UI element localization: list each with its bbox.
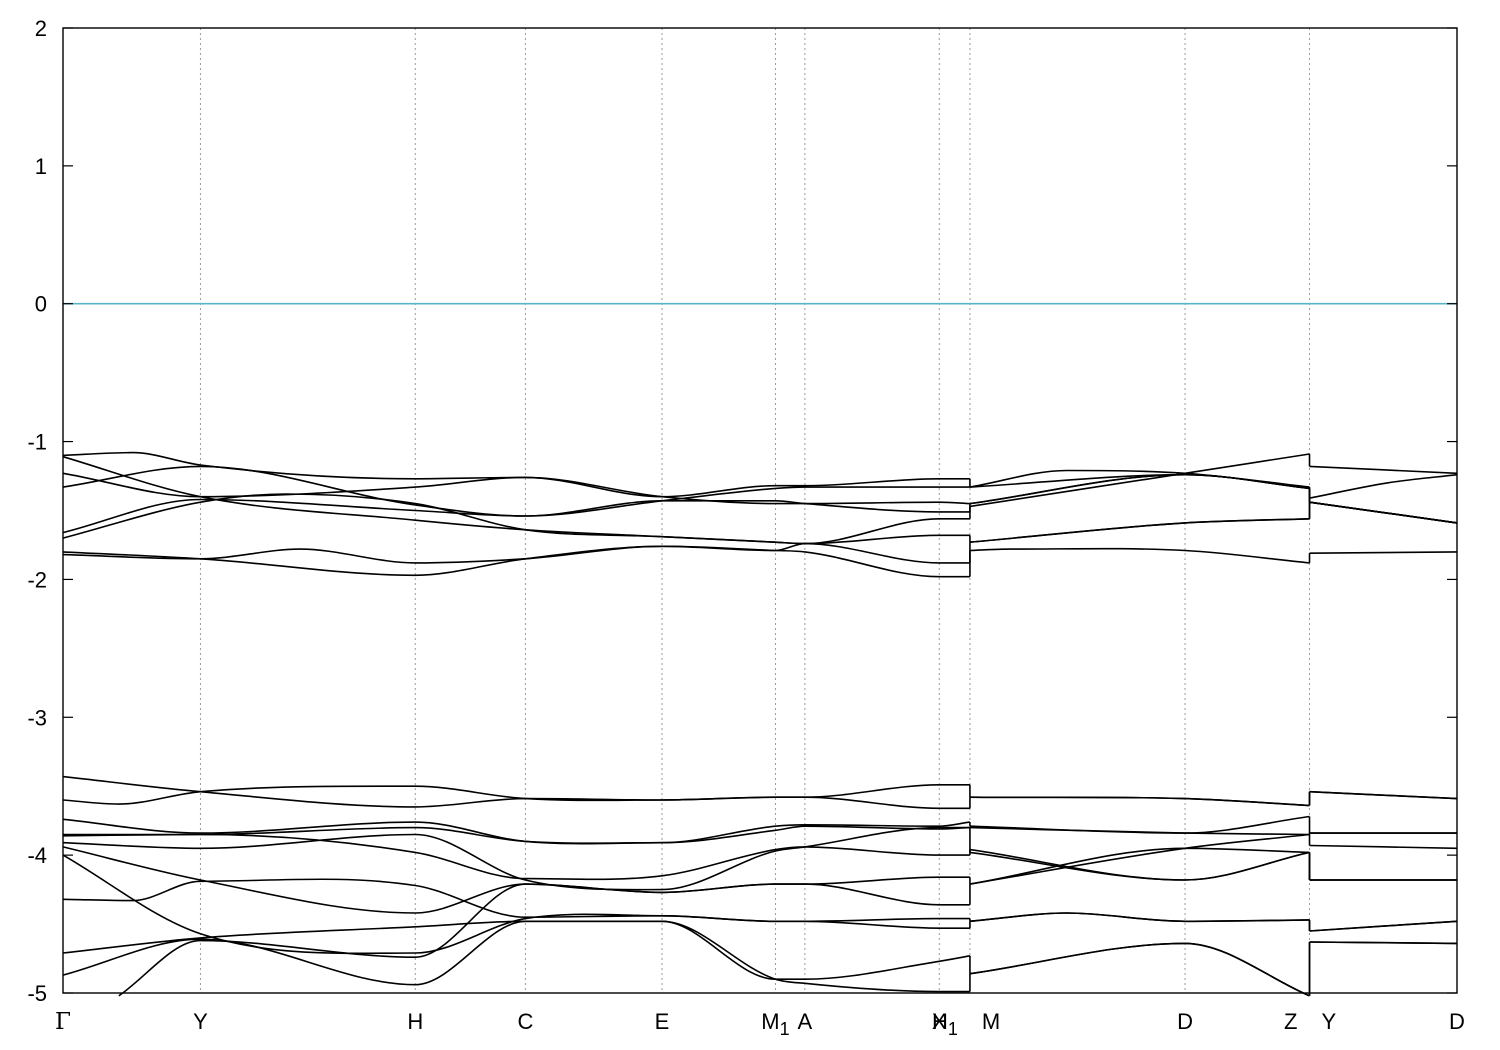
x-tick-label: E xyxy=(655,1009,670,1034)
y-tick-label: 1 xyxy=(35,154,47,179)
plot-frame xyxy=(62,27,1458,994)
x-tick-label: M1 xyxy=(761,1009,789,1039)
band-segment xyxy=(1309,465,1458,475)
band-segment xyxy=(969,469,1310,488)
band-10 xyxy=(62,785,1458,810)
band-2 xyxy=(62,451,1458,499)
band-segment xyxy=(63,825,970,844)
band-18 xyxy=(62,920,1458,997)
band-segment xyxy=(969,815,1310,834)
band-segment xyxy=(969,518,1310,543)
x-tick-label: A xyxy=(798,1009,813,1034)
band-series xyxy=(62,451,1458,997)
band-1 xyxy=(62,453,1458,545)
band-segment xyxy=(62,465,970,517)
y-tick-label: -4 xyxy=(27,843,47,868)
grid-lines xyxy=(199,28,1311,993)
x-tick-label: H1 xyxy=(932,1009,958,1039)
band-segment xyxy=(62,451,970,498)
x-tick-label: Γ xyxy=(55,1009,71,1035)
y-tick-label: -5 xyxy=(27,981,47,1006)
band-segment xyxy=(62,542,970,564)
band-segment xyxy=(1309,501,1458,524)
band-segment xyxy=(1309,920,1458,932)
band-segment xyxy=(62,493,970,545)
band-segment xyxy=(969,912,1310,923)
x-tick-label: X xyxy=(932,1009,947,1034)
band-segment xyxy=(969,473,1310,505)
y-tick-label: 2 xyxy=(35,16,47,41)
band-segment xyxy=(969,942,1310,997)
band-segment xyxy=(62,833,970,881)
band-segment xyxy=(118,876,970,997)
band-segment xyxy=(62,920,971,986)
x-tick-label: D xyxy=(1449,1009,1465,1034)
x-axis: Γ Y H C E M1 A XH1 M D Z Y D xyxy=(55,1009,1465,1039)
band-segment xyxy=(969,547,1310,564)
x-tick-label: D xyxy=(1177,1009,1193,1034)
x-tick-label: H xyxy=(407,1009,423,1034)
band-segment xyxy=(969,826,1310,836)
band-segment xyxy=(969,796,1310,807)
band-segment xyxy=(62,920,970,993)
band-segment xyxy=(62,545,970,578)
band-19 xyxy=(62,920,1458,997)
y-tick-label: 0 xyxy=(35,292,47,317)
x-tick-label: C xyxy=(517,1009,533,1034)
band-segment xyxy=(1309,473,1458,499)
y-tick-label: -1 xyxy=(27,430,47,455)
band-segment xyxy=(1309,844,1458,850)
y-tick-label: -3 xyxy=(27,705,47,730)
band-segment xyxy=(969,518,1310,543)
x-tick-label: Y xyxy=(193,1009,208,1034)
band-segment xyxy=(969,833,1310,885)
x-tick-label: Y xyxy=(1322,1009,1337,1034)
band-segment xyxy=(969,847,1310,885)
band-11 xyxy=(62,815,1457,845)
band-7 xyxy=(62,501,1458,578)
band-segment xyxy=(62,498,970,534)
y-tick-label: -2 xyxy=(27,567,47,592)
band-12 xyxy=(63,825,1458,850)
band-segment xyxy=(62,785,970,810)
band-segment xyxy=(62,455,970,545)
y-axis: -5 -4 -3 -2 -1 0 1 2 xyxy=(27,16,1457,1006)
band-segment xyxy=(62,846,970,914)
band-segment xyxy=(1309,790,1458,800)
x-tick-label: Z xyxy=(1284,1009,1297,1034)
band-8 xyxy=(62,542,1458,564)
band-segment xyxy=(62,878,970,930)
band-segment xyxy=(1309,941,1458,945)
band-segment xyxy=(969,851,1310,881)
band-17 xyxy=(62,878,1458,932)
band-segment xyxy=(1309,551,1458,554)
x-tick-label: M xyxy=(982,1009,1000,1034)
band-20 xyxy=(118,847,1457,997)
